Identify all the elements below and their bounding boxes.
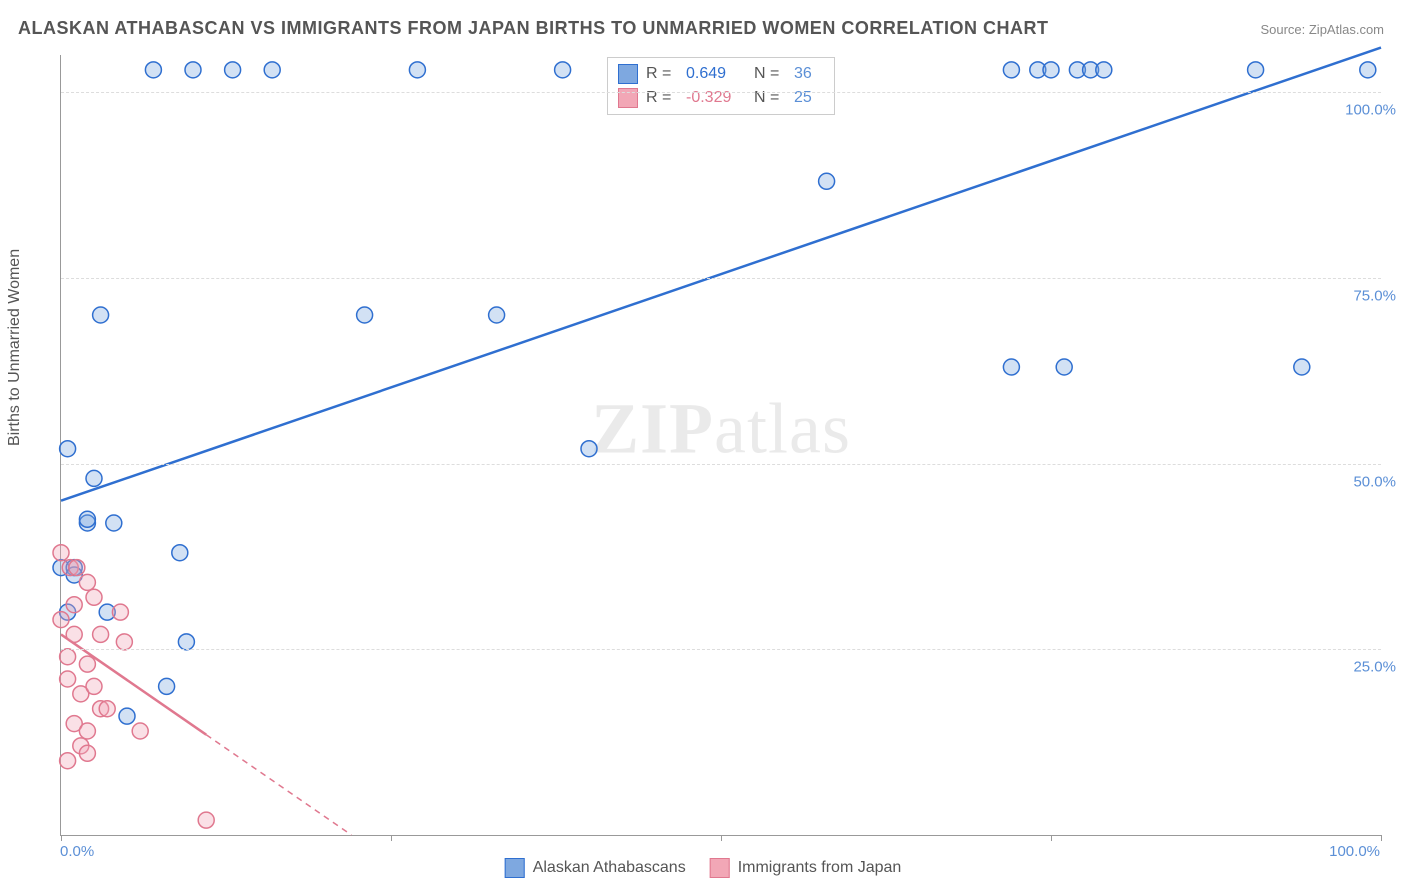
data-point [99, 701, 115, 717]
data-point [1096, 62, 1112, 78]
data-point [581, 441, 597, 457]
plot-svg [61, 55, 1381, 835]
gridline [61, 464, 1381, 465]
legend-item: Immigrants from Japan [710, 858, 902, 878]
x-tick [1381, 835, 1382, 841]
legend-item: Alaskan Athabascans [505, 858, 686, 878]
data-point [1294, 359, 1310, 375]
data-point [86, 589, 102, 605]
y-axis-label: Births to Unmarried Women [6, 249, 24, 446]
legend-label: Immigrants from Japan [738, 859, 902, 877]
data-point [555, 62, 571, 78]
data-point [409, 62, 425, 78]
data-point [66, 626, 82, 642]
data-point [116, 634, 132, 650]
data-point [1003, 359, 1019, 375]
y-tick-label: 75.0% [1353, 287, 1396, 304]
data-point [53, 545, 69, 561]
x-tick [61, 835, 62, 841]
data-point [1360, 62, 1376, 78]
data-point [1043, 62, 1059, 78]
data-point [60, 649, 76, 665]
legend-swatch [505, 858, 525, 878]
data-point [198, 812, 214, 828]
x-axis-min-label: 0.0% [60, 843, 94, 860]
data-point [178, 634, 194, 650]
data-point [225, 62, 241, 78]
data-point [79, 511, 95, 527]
data-point [79, 723, 95, 739]
legend-label: Alaskan Athabascans [533, 859, 686, 877]
data-point [357, 307, 373, 323]
data-point [60, 671, 76, 687]
data-point [106, 515, 122, 531]
data-point [489, 307, 505, 323]
x-tick [1051, 835, 1052, 841]
gridline [61, 649, 1381, 650]
data-point [69, 560, 85, 576]
x-tick [391, 835, 392, 841]
gridline [61, 278, 1381, 279]
x-tick [721, 835, 722, 841]
data-point [145, 62, 161, 78]
data-point [159, 678, 175, 694]
x-axis-max-label: 100.0% [1329, 843, 1380, 860]
data-point [1056, 359, 1072, 375]
y-tick-label: 25.0% [1353, 659, 1396, 676]
y-tick-label: 50.0% [1353, 473, 1396, 490]
series-legend: Alaskan Athabascans Immigrants from Japan [505, 858, 902, 878]
data-point [79, 574, 95, 590]
data-point [60, 753, 76, 769]
trend-line-dashed [206, 735, 351, 835]
y-tick-label: 100.0% [1345, 102, 1396, 119]
legend-swatch [710, 858, 730, 878]
data-point [93, 307, 109, 323]
data-point [1248, 62, 1264, 78]
data-point [53, 612, 69, 628]
data-point [819, 173, 835, 189]
data-point [185, 62, 201, 78]
data-point [119, 708, 135, 724]
plot-area: ZIPatlas R =0.649N =36R =-0.329N =25 [60, 55, 1381, 836]
source-attribution: Source: ZipAtlas.com [1260, 22, 1384, 37]
data-point [132, 723, 148, 739]
trend-line [61, 48, 1381, 501]
data-point [1003, 62, 1019, 78]
data-point [172, 545, 188, 561]
data-point [79, 745, 95, 761]
chart-title: ALASKAN ATHABASCAN VS IMMIGRANTS FROM JA… [18, 18, 1048, 39]
data-point [264, 62, 280, 78]
gridline [61, 92, 1381, 93]
data-point [86, 678, 102, 694]
data-point [60, 441, 76, 457]
data-point [93, 626, 109, 642]
data-point [112, 604, 128, 620]
chart-container: ALASKAN ATHABASCAN VS IMMIGRANTS FROM JA… [0, 0, 1406, 892]
data-point [66, 597, 82, 613]
data-point [86, 470, 102, 486]
data-point [79, 656, 95, 672]
